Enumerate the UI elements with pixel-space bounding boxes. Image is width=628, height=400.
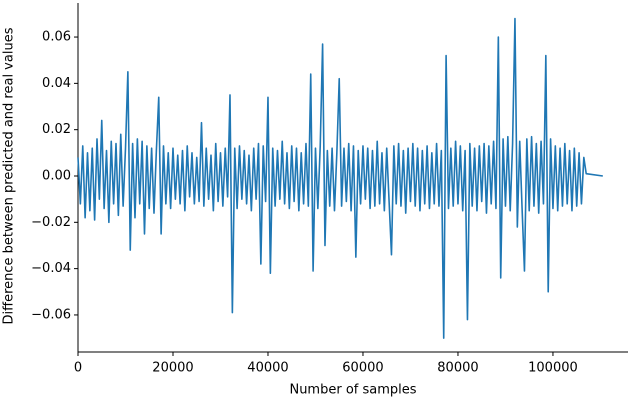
y-tick-label: −0.06 (31, 307, 71, 322)
data-line (77, 17, 603, 339)
y-tick-label: 0.00 (42, 168, 71, 183)
x-tick-label: 0 (74, 361, 82, 376)
x-tick-label: 80000 (437, 361, 478, 376)
x-tick-label: 20000 (152, 361, 193, 376)
y-axis-label: Difference between predicted and real va… (2, 27, 17, 324)
y-tick-label: −0.04 (31, 261, 71, 276)
y-tick-label: 0.02 (42, 122, 71, 137)
y-tick-label: 0.06 (42, 30, 71, 45)
x-axis-label: Number of samples (289, 383, 416, 398)
y-tick-label: −0.02 (31, 215, 71, 230)
x-tick-label: 40000 (247, 361, 288, 376)
x-tick-label: 100000 (528, 361, 578, 376)
x-tick-label: 60000 (342, 361, 383, 376)
y-tick-label: 0.04 (42, 76, 71, 91)
